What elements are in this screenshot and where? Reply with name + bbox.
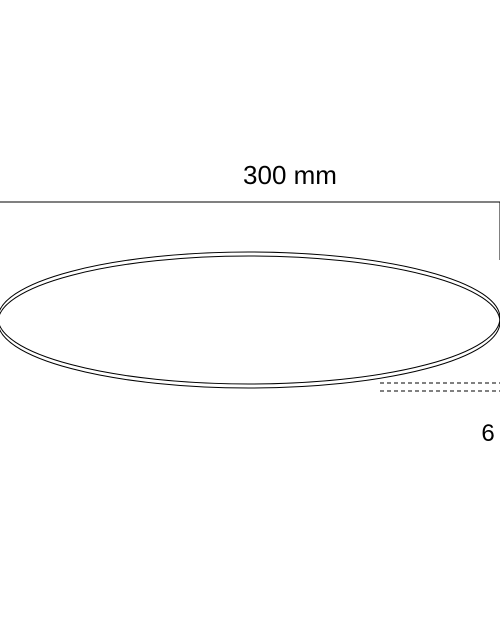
width-dimension-label: 300 mm — [243, 160, 337, 191]
diagram-stage: 300 mm 6 — [0, 0, 500, 641]
thickness-dimension-label: 6 — [481, 420, 494, 448]
diagram-svg — [0, 0, 500, 641]
